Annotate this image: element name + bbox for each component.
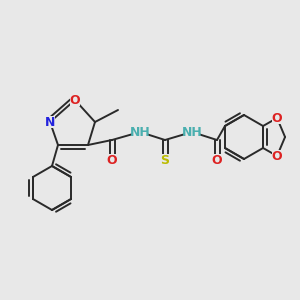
Text: O: O	[272, 112, 282, 124]
FancyBboxPatch shape	[272, 112, 282, 124]
Text: O: O	[212, 154, 222, 166]
FancyBboxPatch shape	[212, 154, 222, 166]
Text: S: S	[160, 154, 169, 166]
FancyBboxPatch shape	[272, 150, 282, 162]
Text: O: O	[70, 94, 80, 106]
Text: N: N	[45, 116, 55, 128]
FancyBboxPatch shape	[160, 154, 170, 166]
Text: NH: NH	[130, 125, 150, 139]
FancyBboxPatch shape	[45, 116, 55, 128]
Text: NH: NH	[182, 125, 203, 139]
FancyBboxPatch shape	[107, 154, 117, 166]
FancyBboxPatch shape	[70, 94, 80, 106]
Text: O: O	[272, 149, 282, 163]
FancyBboxPatch shape	[184, 126, 200, 138]
Text: O: O	[107, 154, 117, 166]
FancyBboxPatch shape	[132, 126, 148, 138]
